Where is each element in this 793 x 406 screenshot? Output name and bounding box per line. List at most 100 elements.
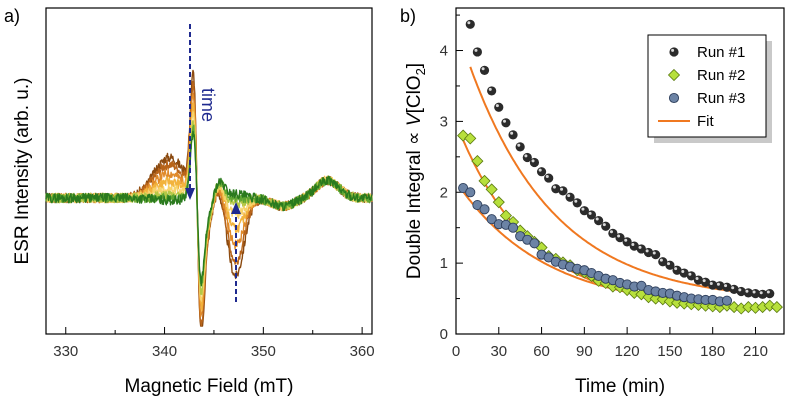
data-point (464, 132, 477, 145)
x-tick-label: 360 (350, 343, 375, 360)
esr-spectrum-t7 (45, 130, 373, 287)
data-point (487, 86, 497, 96)
data-point (665, 260, 675, 270)
x-tick-label: 150 (657, 343, 682, 360)
legend-label: Run #3 (697, 90, 745, 107)
y-tick-label: 4 (440, 43, 448, 60)
data-point (728, 301, 741, 314)
sphere-highlight (752, 290, 756, 294)
y-label-close: ] (404, 63, 425, 68)
data-point (622, 237, 632, 247)
legend-label: Run #2 (697, 67, 745, 84)
y-tick-label: 2 (440, 184, 448, 201)
sphere-body (594, 216, 604, 226)
series-run-1 (465, 19, 775, 299)
sphere-body (479, 65, 490, 75)
data-point (544, 173, 554, 183)
sphere-highlight (688, 272, 692, 276)
data-point (601, 221, 611, 231)
data-point (471, 155, 484, 168)
data-point (594, 216, 604, 226)
esr-spectrum-t6 (45, 124, 373, 285)
x-tick-label: 120 (615, 343, 640, 360)
sphere-body (529, 157, 540, 168)
esr-spectrum-t2 (45, 92, 373, 318)
data-point (465, 187, 476, 198)
sphere-highlight (560, 187, 564, 191)
data-point (642, 291, 655, 304)
x-tick-label: 350 (251, 343, 276, 360)
data-point (608, 228, 618, 238)
data-point (515, 142, 525, 152)
sphere-highlight (738, 288, 742, 292)
panel-b-ticks: 0 30 60 90 120 150 180 210 0 1 2 3 4 (440, 14, 768, 360)
sphere-body (494, 102, 504, 112)
panel-a-x-ticks: 330 340 350 360 (53, 327, 375, 360)
sphere-highlight (595, 217, 599, 221)
sphere-highlight (674, 267, 678, 271)
sphere-highlight (495, 104, 499, 108)
legend-item-run-2: Run #2 (667, 67, 745, 84)
fit-curve-run-1 (469, 66, 773, 297)
y-label-v: V (404, 111, 425, 126)
data-point (770, 301, 783, 314)
data-point (708, 280, 718, 290)
panel-a-y-label: ESR Intensity (arb. u.) (12, 78, 33, 265)
sphere-highlight (724, 284, 728, 288)
legend-marker (668, 92, 680, 104)
data-point (693, 275, 704, 285)
data-point (758, 289, 768, 299)
data-point (485, 183, 498, 196)
sphere-highlight (567, 194, 571, 198)
panel-b: b) 0 30 60 90 120 150 180 210 0 1 2 3 4 Run #1 Run #2… (400, 6, 785, 397)
x-tick-label: 0 (452, 343, 460, 360)
sphere-highlight (503, 119, 507, 123)
legend-label: Run #1 (697, 44, 745, 61)
sphere-highlight (488, 87, 492, 91)
sphere-highlight (759, 291, 763, 295)
sphere-highlight (524, 154, 528, 158)
sphere-body (669, 47, 679, 57)
sphere-highlight (681, 269, 685, 273)
esr-spectra (45, 69, 373, 327)
sphere-highlight (645, 249, 649, 253)
y-tick-label: 1 (440, 255, 448, 272)
sphere-body (544, 173, 554, 183)
data-point (636, 244, 646, 254)
sphere-body (508, 130, 518, 140)
legend-item-fit: Fit (658, 113, 714, 130)
sphere-highlight (709, 282, 713, 285)
data-point (658, 257, 668, 267)
y-label-subscript: 2 (413, 68, 428, 75)
panel-b-frame (455, 7, 785, 335)
data-point (529, 157, 540, 168)
data-point (479, 204, 490, 215)
esr-spectrum-t3 (45, 102, 373, 312)
sphere-highlight (659, 258, 663, 262)
data-point (572, 198, 582, 208)
data-point (507, 222, 519, 233)
data-point (672, 265, 682, 275)
data-point (643, 247, 654, 258)
sphere-highlight (609, 230, 613, 234)
data-point (729, 284, 739, 294)
sphere-highlight (745, 289, 749, 293)
sphere-body (572, 198, 582, 208)
data-point (586, 210, 597, 220)
legend: Run #1 Run #2 Run #3 Fit (647, 34, 772, 143)
data-point (551, 184, 561, 194)
sphere-highlight (695, 277, 699, 281)
sphere-highlight (510, 131, 514, 135)
data-point (629, 241, 639, 251)
data-point (522, 152, 532, 163)
sphere-highlight (545, 174, 549, 178)
data-point (736, 286, 746, 297)
y-tick-label: 0 (440, 326, 448, 343)
sphere-highlight (652, 251, 656, 255)
sphere-highlight (671, 48, 675, 52)
sphere-body (601, 221, 611, 231)
esr-spectrum-t5 (45, 120, 373, 296)
panel-a: a) 330 340 350 360 time Magnetic Field (mT)… (4, 6, 375, 397)
data-point (765, 289, 775, 299)
